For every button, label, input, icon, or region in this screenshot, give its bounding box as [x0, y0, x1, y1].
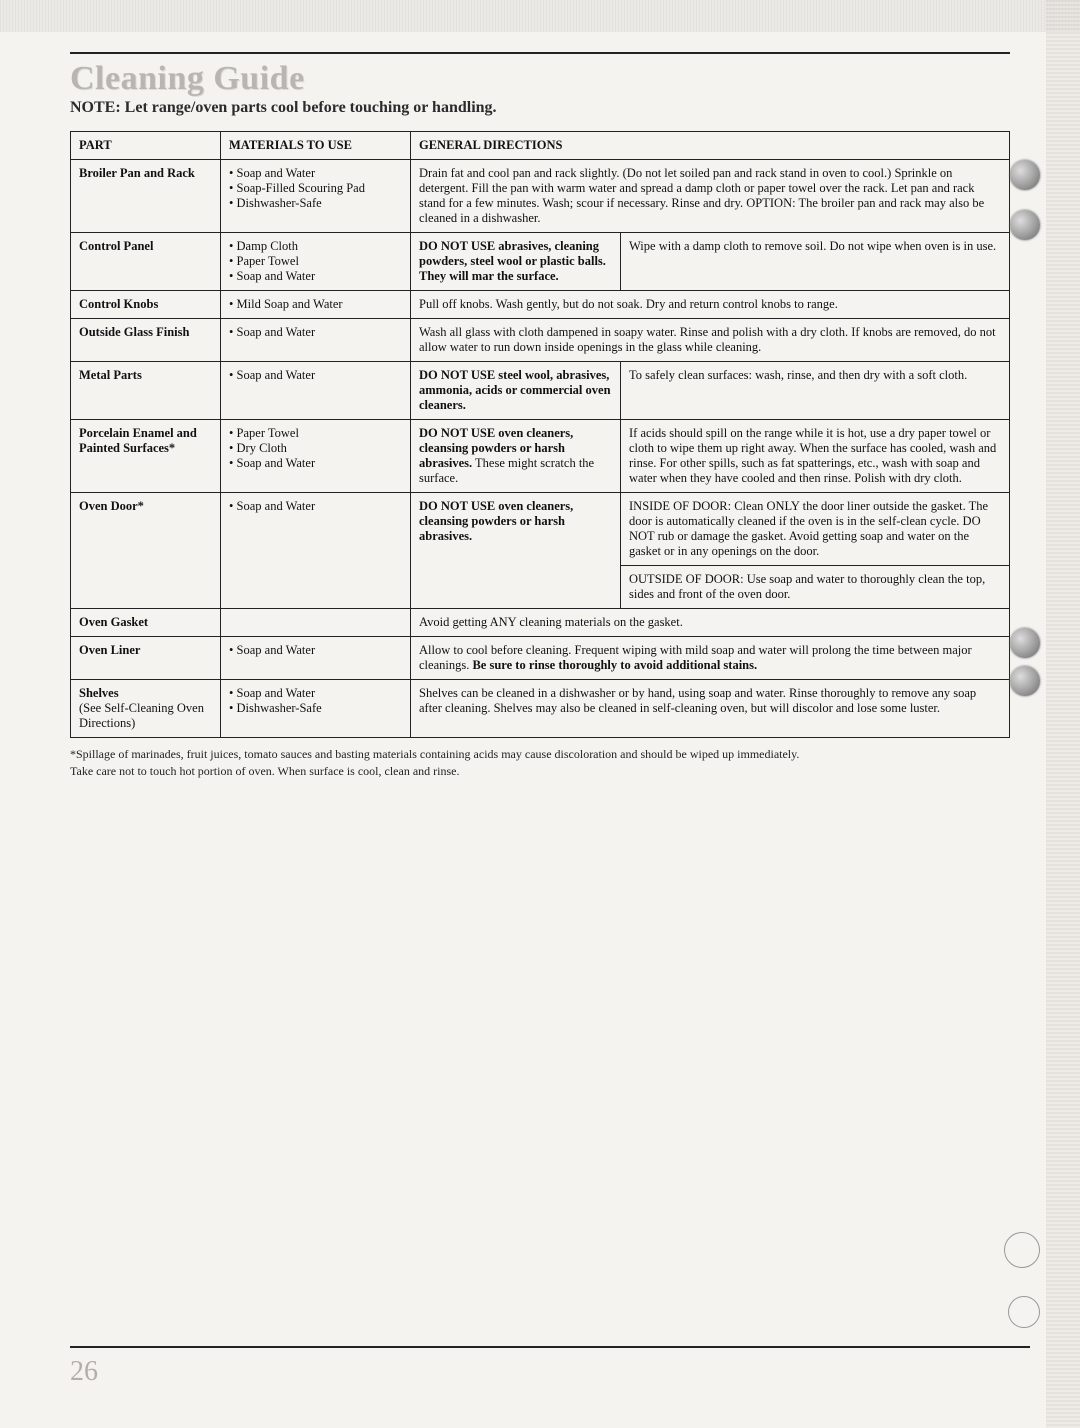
dir-shelves: Shelves can be cleaned in a dishwasher o…	[411, 680, 1010, 738]
mat-item: Soap and Water	[229, 686, 402, 701]
row-oven-door-1: Oven Door* Soap and Water DO NOT USE ove…	[71, 493, 1010, 566]
mat-oven-door: Soap and Water	[221, 493, 411, 609]
hdr-directions: GENERAL DIRECTIONS	[411, 132, 1010, 160]
part-liner: Oven Liner	[71, 637, 221, 680]
mat-gasket	[221, 609, 411, 637]
page-note: NOTE: Let range/oven parts cool before t…	[70, 99, 1010, 117]
row-broiler: Broiler Pan and Rack Soap and Water Soap…	[71, 160, 1010, 233]
part-control-panel: Control Panel	[71, 233, 221, 291]
hdr-part: PART	[71, 132, 221, 160]
mat-control-knobs: Mild Soap and Water	[221, 291, 411, 319]
part-shelves: Shelves (See Self-Cleaning Oven Directio…	[71, 680, 221, 738]
rule-bottom	[70, 1346, 1030, 1348]
row-porcelain: Porcelain Enamel and Painted Surfaces* P…	[71, 420, 1010, 493]
mat-item: Damp Cloth	[229, 239, 402, 254]
mat-control-panel: Damp Cloth Paper Towel Soap and Water	[221, 233, 411, 291]
row-control-panel: Control Panel Damp Cloth Paper Towel Soa…	[71, 233, 1010, 291]
dir-control-panel: Wipe with a damp cloth to remove soil. D…	[621, 233, 1010, 291]
mat-item: Dishwasher-Safe	[229, 701, 402, 716]
part-control-knobs: Control Knobs	[71, 291, 221, 319]
warn-porcelain: DO NOT USE oven cleaners, cleansing powd…	[411, 420, 621, 493]
hdr-materials: MATERIALS TO USE	[221, 132, 411, 160]
part-metal: Metal Parts	[71, 362, 221, 420]
part-gasket: Oven Gasket	[71, 609, 221, 637]
mat-item: Dry Cloth	[229, 441, 402, 456]
table-header-row: PART MATERIALS TO USE GENERAL DIRECTIONS	[71, 132, 1010, 160]
dir-oven-door-b: OUTSIDE OF DOOR: Use soap and water to t…	[621, 566, 1010, 609]
dir-metal: To safely clean surfaces: wash, rinse, a…	[621, 362, 1010, 420]
scan-noise	[0, 0, 1080, 32]
row-shelves: Shelves (See Self-Cleaning Oven Directio…	[71, 680, 1010, 738]
page-title: Cleaning Guide	[70, 60, 1010, 97]
dir-porcelain: If acids should spill on the range while…	[621, 420, 1010, 493]
footnote: *Spillage of marinades, fruit juices, to…	[70, 746, 1010, 778]
mat-porcelain: Paper Towel Dry Cloth Soap and Water	[221, 420, 411, 493]
part-outside-glass: Outside Glass Finish	[71, 319, 221, 362]
mat-item: Soap-Filled Scouring Pad	[229, 181, 402, 196]
mat-item: Soap and Water	[229, 456, 402, 471]
mat-item: Soap and Water	[229, 499, 402, 514]
warn-metal: DO NOT USE steel wool, abrasives, ammoni…	[411, 362, 621, 420]
warn-control-panel: DO NOT USE abrasives, cleaning powders, …	[411, 233, 621, 291]
mat-item: Mild Soap and Water	[229, 297, 402, 312]
warn-oven-door: DO NOT USE oven cleaners, cleansing powd…	[411, 493, 621, 609]
scan-edge-artifact	[1046, 0, 1080, 1428]
part-broiler: Broiler Pan and Rack	[71, 160, 221, 233]
mat-item: Soap and Water	[229, 643, 402, 658]
dir-liner-b: Be sure to rinse thoroughly to avoid add…	[472, 658, 757, 672]
page-number: 26	[70, 1356, 98, 1388]
part-porcelain: Porcelain Enamel and Painted Surfaces*	[71, 420, 221, 493]
mat-metal: Soap and Water	[221, 362, 411, 420]
mat-shelves: Soap and Water Dishwasher-Safe	[221, 680, 411, 738]
mat-item: Soap and Water	[229, 368, 402, 383]
dir-oven-door-a: INSIDE OF DOOR: Clean ONLY the door line…	[621, 493, 1010, 566]
mat-item: Soap and Water	[229, 269, 402, 284]
margin-icon	[1010, 628, 1040, 658]
mat-outside-glass: Soap and Water	[221, 319, 411, 362]
part-oven-door: Oven Door*	[71, 493, 221, 609]
rule-top	[70, 52, 1010, 54]
dir-control-knobs: Pull off knobs. Wash gently, but do not …	[411, 291, 1010, 319]
part-shelves-a: Shelves	[79, 686, 119, 700]
dir-gasket: Avoid getting ANY cleaning materials on …	[411, 609, 1010, 637]
row-outside-glass: Outside Glass Finish Soap and Water Wash…	[71, 319, 1010, 362]
mat-item: Dishwasher-Safe	[229, 196, 402, 211]
mat-broiler: Soap and Water Soap-Filled Scouring Pad …	[221, 160, 411, 233]
footnote-a: *Spillage of marinades, fruit juices, to…	[70, 746, 1010, 762]
mat-item: Paper Towel	[229, 254, 402, 269]
part-shelves-b: (See Self-Cleaning Oven Directions)	[79, 701, 204, 730]
margin-icon	[1010, 160, 1040, 190]
mat-item: Soap and Water	[229, 325, 402, 340]
margin-circle	[1008, 1296, 1040, 1328]
margin-icon	[1010, 210, 1040, 240]
mat-liner: Soap and Water	[221, 637, 411, 680]
page-content: Cleaning Guide NOTE: Let range/oven part…	[0, 32, 1080, 799]
footnote-b: Take care not to touch hot portion of ov…	[70, 763, 1010, 779]
mat-item: Soap and Water	[229, 166, 402, 181]
margin-circle	[1004, 1232, 1040, 1268]
cleaning-guide-table: PART MATERIALS TO USE GENERAL DIRECTIONS…	[70, 131, 1010, 738]
title-block: Cleaning Guide NOTE: Let range/oven part…	[70, 60, 1010, 117]
row-metal: Metal Parts Soap and Water DO NOT USE st…	[71, 362, 1010, 420]
margin-icon	[1010, 666, 1040, 696]
mat-item: Paper Towel	[229, 426, 402, 441]
row-control-knobs: Control Knobs Mild Soap and Water Pull o…	[71, 291, 1010, 319]
dir-outside-glass: Wash all glass with cloth dampened in so…	[411, 319, 1010, 362]
dir-broiler: Drain fat and cool pan and rack slightly…	[411, 160, 1010, 233]
row-gasket: Oven Gasket Avoid getting ANY cleaning m…	[71, 609, 1010, 637]
row-liner: Oven Liner Soap and Water Allow to cool …	[71, 637, 1010, 680]
dir-liner: Allow to cool before cleaning. Frequent …	[411, 637, 1010, 680]
